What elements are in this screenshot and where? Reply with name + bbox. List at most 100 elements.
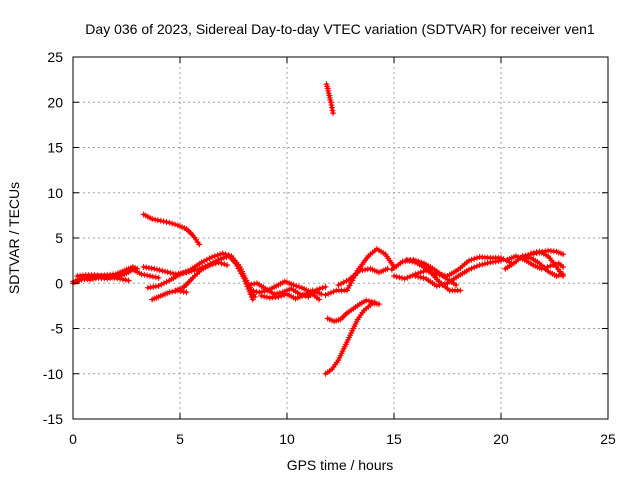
x-tick-label: 20 [493, 431, 509, 447]
y-axis-label: SDTVAR / TECUs [6, 182, 22, 294]
data-point [259, 288, 266, 295]
data-point [214, 252, 221, 259]
data-point [224, 262, 231, 269]
data-point [209, 261, 216, 268]
data-point [153, 266, 160, 273]
data-point [157, 217, 164, 224]
data-point [167, 269, 174, 276]
data-point [108, 273, 115, 280]
data-point [560, 251, 567, 258]
data-point [376, 301, 383, 308]
data-point [160, 218, 167, 225]
data-point [149, 273, 156, 280]
data-point [206, 262, 213, 269]
data-point [468, 256, 475, 263]
data-point [261, 293, 268, 300]
y-tick-label: -15 [43, 411, 63, 427]
data-point [371, 299, 378, 306]
series-arc-14 [324, 297, 378, 325]
series-arc-04 [140, 211, 203, 248]
data-point [141, 271, 148, 278]
data-point [261, 288, 268, 295]
data-point [316, 285, 323, 292]
data-point [164, 269, 171, 276]
y-tick-label: 10 [47, 185, 63, 201]
tick-labels: 0 5 10 15 20 25 -15 -10 -5 0 5 10 15 20 25 [43, 49, 616, 447]
data-point [169, 288, 176, 295]
data-point [338, 280, 345, 287]
data-point [163, 278, 170, 285]
data-point [217, 251, 224, 258]
data-point [122, 276, 129, 283]
data-point [471, 255, 478, 262]
data-point [163, 219, 170, 226]
data-point [134, 265, 141, 272]
data-point [177, 271, 183, 278]
data-point [203, 256, 210, 263]
data-point [156, 267, 163, 274]
data-point [225, 252, 232, 259]
data-point [166, 289, 173, 296]
series-arc-24 [527, 248, 567, 280]
data-point [222, 251, 229, 258]
data-point [465, 257, 472, 264]
data-point [78, 276, 85, 283]
data-point [196, 241, 203, 248]
data-point [296, 283, 303, 290]
data-point [162, 268, 169, 275]
data-point [264, 294, 271, 301]
data-point [183, 289, 190, 296]
data-point [465, 266, 472, 273]
data-point [201, 258, 208, 265]
series-arc-19 [403, 256, 464, 294]
data-point [391, 273, 397, 280]
data-point [433, 282, 440, 289]
data-point [180, 288, 187, 295]
data-point [533, 249, 540, 256]
x-axis-label: GPS time / hours [287, 457, 394, 473]
data-point [218, 260, 225, 267]
data-point [290, 282, 297, 289]
data-point [256, 289, 263, 296]
data-point [547, 263, 554, 270]
data-point [220, 254, 227, 261]
data-point [166, 219, 173, 226]
y-tick-label: 5 [55, 230, 63, 246]
data-point [330, 110, 337, 117]
series-arc-12 [323, 81, 337, 117]
data-point [409, 258, 416, 265]
data-point [328, 101, 335, 108]
data-point [368, 298, 375, 305]
series-arc-11 [258, 287, 325, 302]
data-point [158, 281, 165, 288]
data-point [471, 264, 478, 271]
data-point [420, 275, 427, 282]
series-arc-16 [335, 265, 391, 289]
data-point [457, 287, 464, 294]
data-point [119, 276, 126, 283]
data-point [248, 281, 255, 288]
data-point [441, 280, 448, 287]
grid-lines [73, 57, 608, 419]
data-point [439, 281, 446, 288]
data-point [401, 275, 408, 282]
y-tick-label: -5 [51, 321, 64, 337]
data-point [325, 290, 332, 297]
data-point [111, 274, 118, 281]
data-point [155, 282, 162, 289]
data-point [258, 292, 265, 299]
data-point [420, 268, 427, 275]
data-point [198, 259, 205, 266]
data-point [251, 280, 258, 287]
data-point [219, 250, 226, 257]
data-point [436, 282, 443, 289]
data-point [278, 292, 285, 299]
data-point [329, 107, 336, 114]
data-points [70, 81, 567, 377]
data-point [172, 221, 179, 228]
data-point [468, 265, 475, 272]
data-point [473, 263, 480, 270]
data-point [335, 282, 342, 289]
data-point [125, 277, 132, 284]
